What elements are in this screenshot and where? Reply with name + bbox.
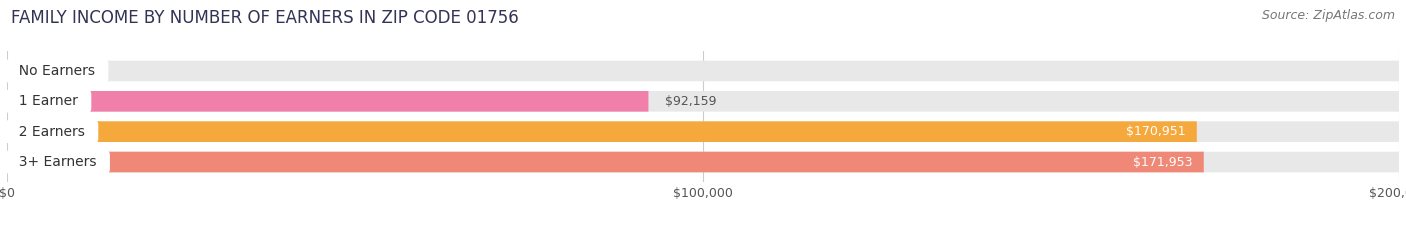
Text: Source: ZipAtlas.com: Source: ZipAtlas.com bbox=[1261, 9, 1395, 22]
FancyBboxPatch shape bbox=[7, 121, 1197, 142]
Text: 2 Earners: 2 Earners bbox=[10, 125, 93, 139]
FancyBboxPatch shape bbox=[7, 61, 1399, 81]
Text: $170,951: $170,951 bbox=[1126, 125, 1185, 138]
Text: $0: $0 bbox=[24, 65, 39, 78]
FancyBboxPatch shape bbox=[7, 91, 1399, 112]
FancyBboxPatch shape bbox=[7, 152, 1204, 172]
Text: No Earners: No Earners bbox=[10, 64, 104, 78]
FancyBboxPatch shape bbox=[7, 121, 1399, 142]
FancyBboxPatch shape bbox=[7, 152, 1399, 172]
Text: $171,953: $171,953 bbox=[1133, 155, 1192, 168]
FancyBboxPatch shape bbox=[7, 91, 648, 112]
Text: $92,159: $92,159 bbox=[665, 95, 717, 108]
Text: FAMILY INCOME BY NUMBER OF EARNERS IN ZIP CODE 01756: FAMILY INCOME BY NUMBER OF EARNERS IN ZI… bbox=[11, 9, 519, 27]
Text: 3+ Earners: 3+ Earners bbox=[10, 155, 105, 169]
Text: 1 Earner: 1 Earner bbox=[10, 94, 86, 108]
